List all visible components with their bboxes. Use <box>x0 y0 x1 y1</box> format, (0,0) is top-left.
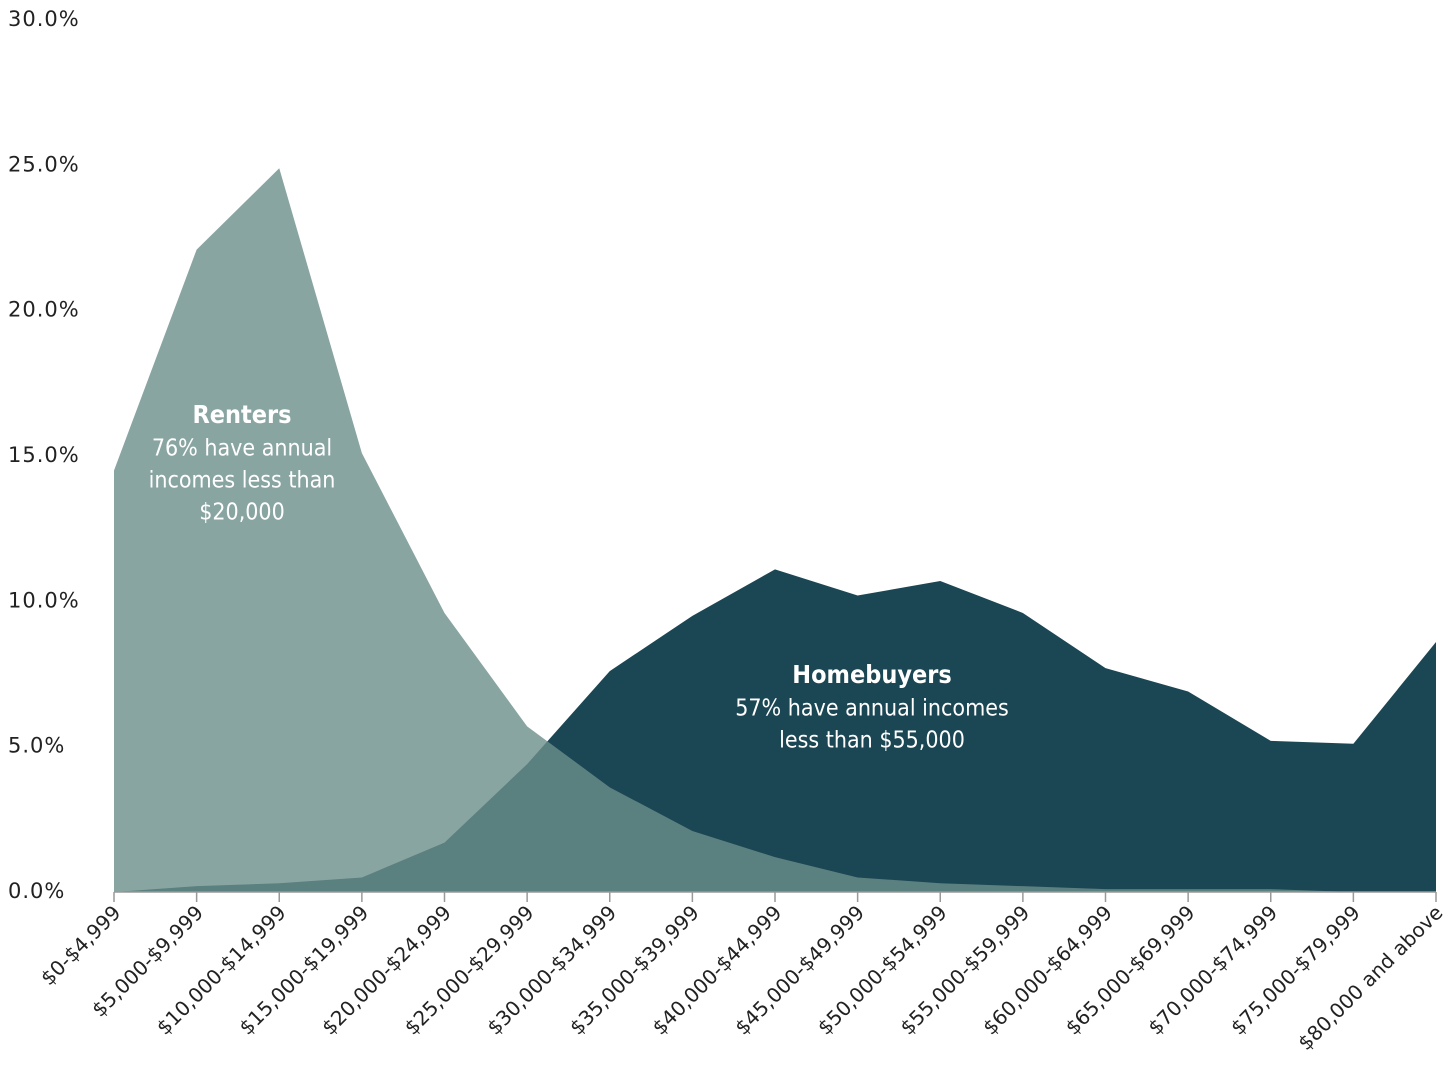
y-tick-label: 5.0% <box>8 734 65 758</box>
areas <box>114 168 1436 893</box>
x-tick-label: $0-$4,999 <box>36 900 126 990</box>
y-tick-label: 15.0% <box>8 443 80 467</box>
y-tick-label: 10.0% <box>8 588 80 612</box>
annotation-title: Renters <box>192 400 291 429</box>
y-tick-label: 30.0% <box>8 7 80 31</box>
area <box>114 569 1436 892</box>
annotation-text: incomes less than <box>149 468 336 494</box>
annotation-text: 76% have annual <box>152 436 332 462</box>
area <box>114 168 1436 893</box>
y-tick-label: 0.0% <box>8 879 65 903</box>
annotation-text: $20,000 <box>199 500 285 526</box>
annotation-text: 57% have annual incomes <box>735 696 1009 722</box>
y-tick-label: 20.0% <box>8 298 80 322</box>
annotation-title: Homebuyers <box>792 660 952 689</box>
y-tick-label: 25.0% <box>8 152 80 176</box>
annotation-text: less than $55,000 <box>779 728 965 754</box>
x-tick-label: $80,000 and above <box>1293 900 1447 1054</box>
